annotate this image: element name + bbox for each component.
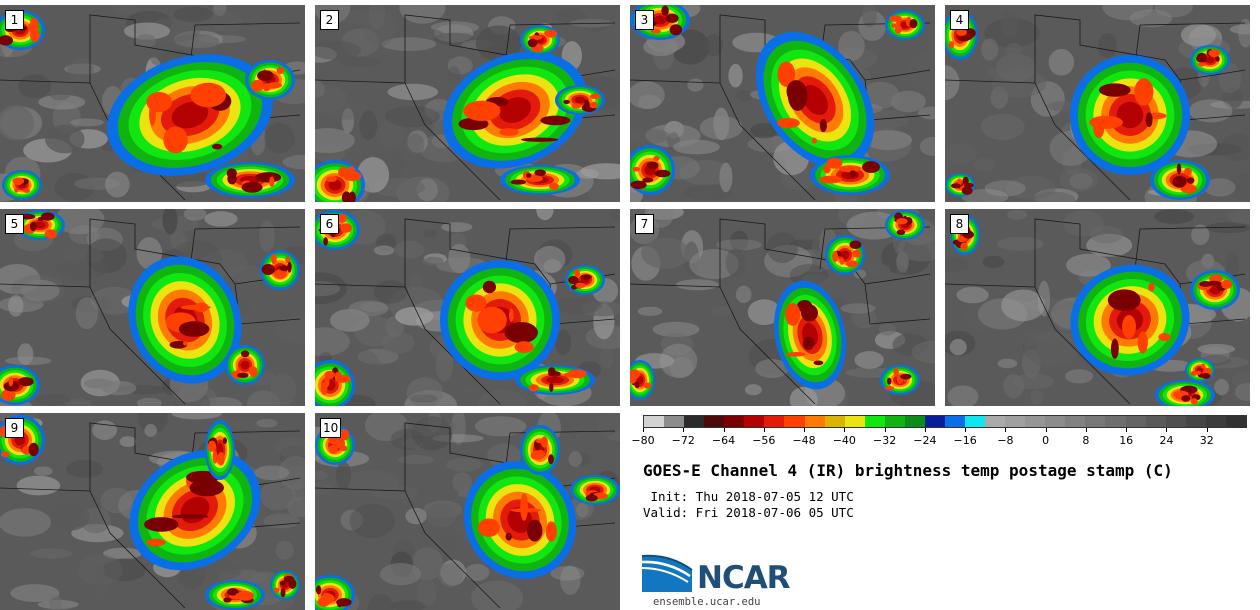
colorbar-cell (965, 416, 986, 427)
colorbar-tick-mark (1005, 428, 1007, 432)
colorbar-cell (784, 416, 805, 427)
colorbar-cell (864, 416, 885, 427)
colorbar-tick-mark (924, 428, 926, 432)
colorbar-tick-label: −72 (671, 434, 695, 447)
valid-time: Valid: Fri 2018-07-06 05 UTC (643, 505, 854, 520)
colorbar-cell (1105, 416, 1126, 427)
ncar-logo-icon (642, 554, 693, 592)
postage-stamp-panel-4: 4 (945, 5, 1250, 202)
postage-stamp-panel-1: 1 (0, 5, 305, 202)
colorbar-tick-label: −80 (631, 434, 655, 447)
postage-stamp-panel-8: 8 (945, 209, 1250, 406)
panel-number: 2 (320, 10, 339, 30)
postage-stamp-panel-5: 5 (0, 209, 305, 406)
ncar-logo-text: NCAR (697, 560, 791, 596)
satellite-image (315, 209, 620, 406)
colorbar-cell (764, 416, 785, 427)
satellite-image (0, 209, 305, 406)
colorbar-cell (1145, 416, 1166, 427)
colorbar-cell (904, 416, 925, 427)
postage-stamp-panel-3: 3 (630, 5, 935, 202)
colorbar-tick-label: −56 (752, 434, 776, 447)
colorbar-tick-label: −64 (711, 434, 736, 447)
colorbar-cell (1125, 416, 1146, 427)
colorbar-cell (824, 416, 845, 427)
colorbar-tick-mark (965, 428, 967, 432)
satellite-image (630, 209, 935, 406)
init-time: Init: Thu 2018-07-05 12 UTC (643, 489, 854, 504)
satellite-image (315, 413, 620, 610)
panel-number: 7 (635, 214, 654, 234)
colorbar-tick-mark (884, 428, 886, 432)
satellite-image (945, 209, 1250, 406)
colorbar-tick-label: −8 (997, 434, 1014, 447)
colorbar-cell (1065, 416, 1086, 427)
panel-number: 8 (950, 214, 969, 234)
colorbar-cell (724, 416, 745, 427)
colorbar-tick-label: 0 (1042, 434, 1050, 447)
panel-number: 1 (5, 10, 24, 30)
panel-number: 6 (320, 214, 339, 234)
colorbar-tick-mark (1085, 428, 1087, 432)
colorbar-cell (944, 416, 965, 427)
panel-number: 3 (635, 10, 654, 30)
satellite-image (945, 5, 1250, 202)
colorbar-tick-mark (763, 428, 765, 432)
satellite-image (0, 5, 305, 202)
colorbar-tick-label: −16 (953, 434, 977, 447)
colorbar-cell (1165, 416, 1186, 427)
colorbar-tick-mark (804, 428, 806, 432)
colorbar-tick-label: −24 (913, 434, 937, 447)
colorbar-cell (1005, 416, 1026, 427)
colorbar-cell (644, 416, 665, 427)
colorbar-tick-mark (723, 428, 725, 432)
colorbar-cell (744, 416, 765, 427)
colorbar-cell (1045, 416, 1066, 427)
colorbar-cell (684, 416, 705, 427)
colorbar-tick-mark (1126, 428, 1128, 432)
colorbar-tick-mark (683, 428, 685, 432)
colorbar-cell (804, 416, 825, 427)
satellite-image (630, 5, 935, 202)
figure-title: GOES-E Channel 4 (IR) brightness temp po… (643, 461, 1173, 480)
colorbar-ticks: −80 −72 −64 −56 −48 −40 −32 −24 −16 −8 0 8 16 24 32 (631, 428, 1247, 452)
postage-stamp-panel-2: 2 (315, 5, 620, 202)
panel-number: 10 (320, 418, 342, 438)
colorbar-tick-mark (1166, 428, 1168, 432)
satellite-image (0, 413, 305, 610)
colorbar-cell (844, 416, 865, 427)
colorbar-tick-mark (643, 428, 644, 432)
panel-number: 5 (5, 214, 24, 234)
colorbar-cell (1025, 416, 1046, 427)
colorbar-tick-label: −48 (792, 434, 816, 447)
postage-stamp-panel-10: 10 (315, 413, 620, 610)
colorbar-tick-label: 8 (1082, 434, 1090, 447)
temperature-colorbar (643, 415, 1247, 428)
colorbar-cell (924, 416, 945, 427)
colorbar-cell (1085, 416, 1106, 427)
colorbar-tick-label: 32 (1199, 434, 1214, 447)
colorbar-cell (884, 416, 905, 427)
colorbar-cell (1185, 416, 1206, 427)
colorbar-cell (1225, 416, 1246, 427)
colorbar-tick-mark (1206, 428, 1208, 432)
colorbar-tick-label: −40 (832, 434, 856, 447)
colorbar-cell (704, 416, 725, 427)
panel-number: 9 (5, 418, 24, 438)
colorbar-cell (1205, 416, 1226, 427)
colorbar-cell (664, 416, 685, 427)
satellite-image (315, 5, 620, 202)
colorbar-tick-label: −32 (872, 434, 897, 447)
colorbar-tick-mark (844, 428, 846, 432)
colorbar-cell (985, 416, 1006, 427)
colorbar-tick-label: 16 (1119, 434, 1134, 447)
panel-number: 4 (950, 10, 969, 30)
colorbar-tick-label: 24 (1159, 434, 1174, 447)
website-link[interactable]: ensemble.ucar.edu (653, 596, 761, 608)
colorbar-tick-mark (1045, 428, 1047, 432)
postage-stamp-panel-7: 7 (630, 209, 935, 406)
postage-stamp-panel-9: 9 (0, 413, 305, 610)
postage-stamp-panel-6: 6 (315, 209, 620, 406)
